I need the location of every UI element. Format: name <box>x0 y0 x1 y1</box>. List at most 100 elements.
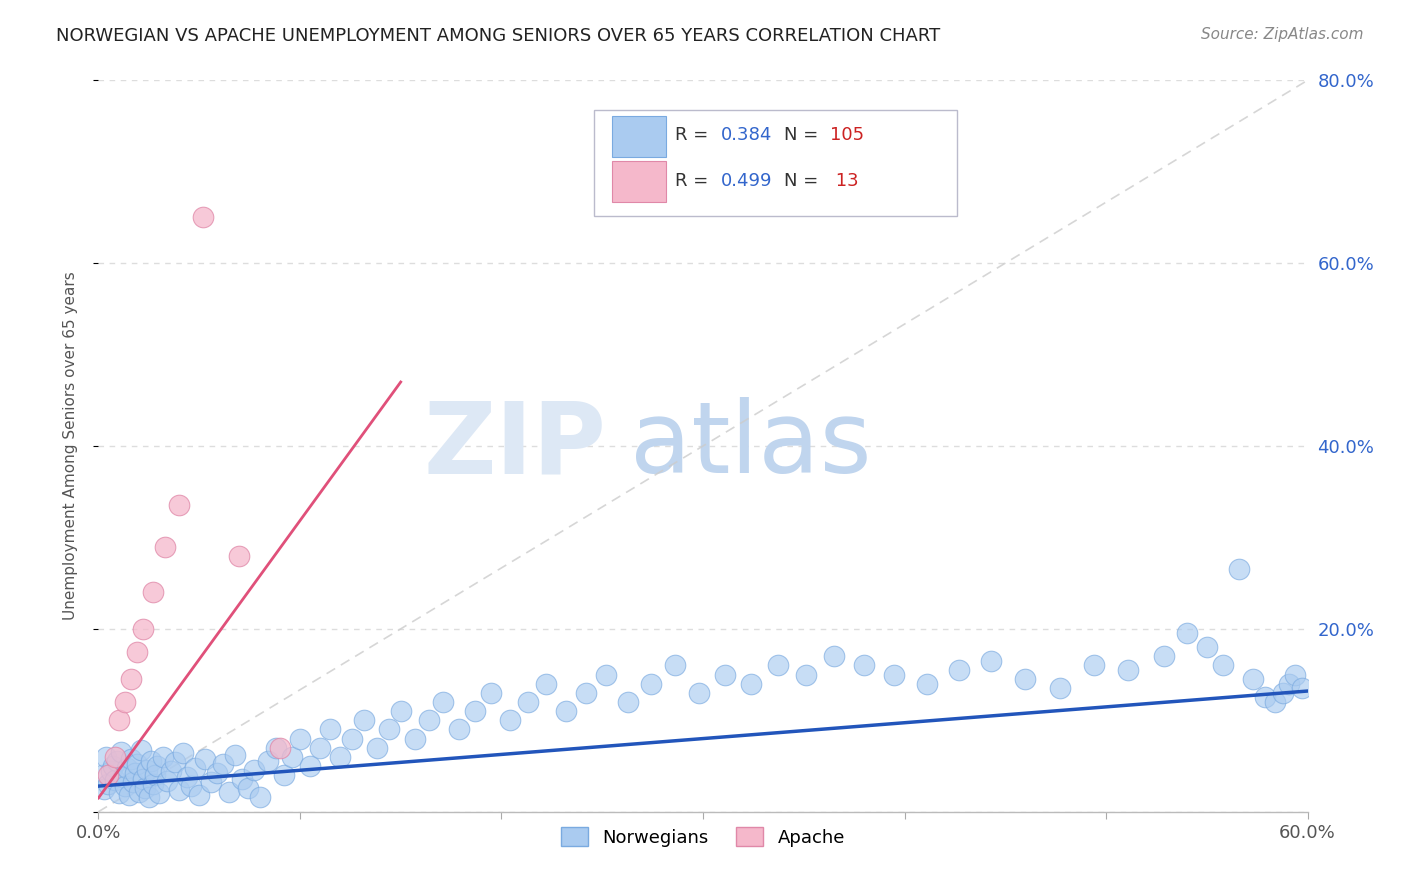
Point <box>212 757 235 772</box>
Text: Source: ZipAtlas.com: Source: ZipAtlas.com <box>1201 27 1364 42</box>
Point <box>1272 686 1295 700</box>
Point <box>115 761 138 775</box>
Point <box>256 754 278 768</box>
Text: ZIP: ZIP <box>423 398 606 494</box>
Point <box>595 667 617 681</box>
Point <box>555 704 578 718</box>
Point <box>142 777 165 791</box>
Point <box>132 772 155 786</box>
Point <box>1175 626 1198 640</box>
Point <box>188 789 211 803</box>
Point <box>107 787 129 801</box>
Point <box>231 772 253 786</box>
Point <box>714 667 737 681</box>
Point <box>143 768 166 782</box>
FancyBboxPatch shape <box>613 116 665 157</box>
Point <box>93 781 115 796</box>
Text: 13: 13 <box>830 172 859 190</box>
Point <box>288 731 311 746</box>
Point <box>948 663 970 677</box>
Point <box>105 755 128 769</box>
Point <box>103 749 125 764</box>
Point <box>120 672 142 686</box>
Point <box>1278 676 1301 690</box>
Point <box>118 789 141 803</box>
Point <box>163 756 186 770</box>
Point <box>134 780 156 795</box>
Point <box>309 740 332 755</box>
Point <box>148 787 170 801</box>
Point <box>146 759 169 773</box>
Point <box>342 731 364 746</box>
Point <box>100 764 122 778</box>
Point <box>249 790 271 805</box>
Point <box>167 782 190 797</box>
Point <box>207 766 229 780</box>
Point <box>823 649 845 664</box>
Point <box>176 770 198 784</box>
FancyBboxPatch shape <box>613 161 665 202</box>
Point <box>97 777 120 791</box>
Point <box>418 714 440 728</box>
Point <box>353 714 375 728</box>
Point <box>883 667 905 681</box>
Point <box>299 759 322 773</box>
Point <box>269 740 291 755</box>
Point <box>236 780 259 795</box>
Point <box>129 742 152 756</box>
FancyBboxPatch shape <box>595 110 957 216</box>
Point <box>103 772 125 787</box>
Point <box>273 768 295 782</box>
Point <box>516 695 538 709</box>
Point <box>138 790 160 805</box>
Point <box>184 761 207 775</box>
Point <box>1254 690 1277 705</box>
Point <box>121 775 143 789</box>
Point <box>389 704 412 718</box>
Point <box>617 695 640 709</box>
Point <box>853 658 876 673</box>
Point <box>224 747 246 762</box>
Point <box>156 773 179 788</box>
Point <box>114 695 136 709</box>
Text: N =: N = <box>785 126 824 145</box>
Point <box>688 686 710 700</box>
Point <box>228 549 250 563</box>
Point <box>172 746 194 760</box>
Y-axis label: Unemployment Among Seniors over 65 years: Unemployment Among Seniors over 65 years <box>63 272 77 620</box>
Point <box>135 763 157 777</box>
Point <box>1116 663 1139 677</box>
Point <box>110 745 132 759</box>
Point <box>980 654 1002 668</box>
Point <box>319 723 342 737</box>
Point <box>1241 672 1264 686</box>
Point <box>218 784 240 798</box>
Point <box>1212 658 1234 673</box>
Point <box>1291 681 1313 696</box>
Point <box>1083 658 1105 673</box>
Point <box>167 499 190 513</box>
Point <box>449 723 471 737</box>
Point <box>915 676 938 690</box>
Point <box>152 749 174 764</box>
Point <box>264 740 287 755</box>
Point <box>96 749 118 764</box>
Text: atlas: atlas <box>630 398 872 494</box>
Point <box>432 695 454 709</box>
Point <box>139 754 162 768</box>
Text: R =: R = <box>675 172 714 190</box>
Point <box>111 770 134 784</box>
Point <box>114 779 136 793</box>
Point <box>124 766 146 780</box>
Text: NORWEGIAN VS APACHE UNEMPLOYMENT AMONG SENIORS OVER 65 YEARS CORRELATION CHART: NORWEGIAN VS APACHE UNEMPLOYMENT AMONG S… <box>56 27 941 45</box>
Point <box>534 676 557 690</box>
Point <box>194 752 217 766</box>
Point <box>498 714 520 728</box>
Point <box>664 658 686 673</box>
Point <box>329 749 352 764</box>
Point <box>481 686 503 700</box>
Point <box>193 211 215 225</box>
Point <box>153 540 176 554</box>
Point <box>794 667 817 681</box>
Text: R =: R = <box>675 126 714 145</box>
